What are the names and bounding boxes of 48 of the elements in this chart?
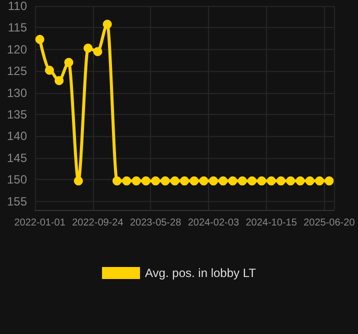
x-tick-label: 2022-09-24 [72, 218, 124, 228]
x-tick-label: 2025-06-20 [304, 218, 356, 228]
y-tick-label: 120 [6, 42, 28, 56]
point [286, 176, 296, 186]
y-tick-label: 125 [6, 64, 28, 78]
y-tick-label: 150 [6, 172, 28, 187]
point [296, 176, 305, 186]
x-tick-label: 2023-05-28 [130, 218, 182, 228]
point [190, 176, 199, 186]
y-tick-label: 135 [6, 108, 28, 122]
point [228, 176, 238, 186]
point [84, 44, 93, 53]
point [132, 176, 141, 186]
x-tick-label: 2024-10-15 [246, 218, 298, 228]
y-tick-label: 110 [8, 0, 28, 13]
point [324, 176, 334, 186]
x-tick-label: 2024-02-03 [188, 218, 240, 228]
point [218, 176, 228, 186]
y-tick-label: 145 [6, 150, 28, 165]
point [102, 20, 112, 29]
point [276, 176, 286, 186]
point [35, 34, 44, 44]
point [305, 176, 314, 186]
point [180, 176, 189, 186]
point [44, 66, 54, 75]
point [141, 176, 150, 186]
point [54, 76, 64, 86]
y-tick-label: 130 [6, 86, 28, 100]
point [208, 176, 218, 186]
y-tick-label: 115 [8, 20, 28, 35]
point [199, 176, 208, 186]
point [93, 47, 102, 56]
point [170, 176, 180, 186]
point [248, 176, 257, 186]
point [315, 176, 324, 186]
point [151, 176, 160, 186]
x-tick-label: 2022-01-01 [14, 218, 66, 228]
point [238, 176, 247, 186]
point [160, 176, 170, 186]
point [74, 176, 83, 186]
legend-label: Avg. pos. in lobby LT [145, 266, 257, 280]
point [257, 176, 266, 186]
y-tick-label: 140 [6, 129, 28, 144]
point [122, 176, 132, 186]
y-tick-label: 155 [6, 194, 28, 208]
point [112, 176, 122, 186]
point [266, 176, 276, 186]
point [64, 58, 74, 67]
